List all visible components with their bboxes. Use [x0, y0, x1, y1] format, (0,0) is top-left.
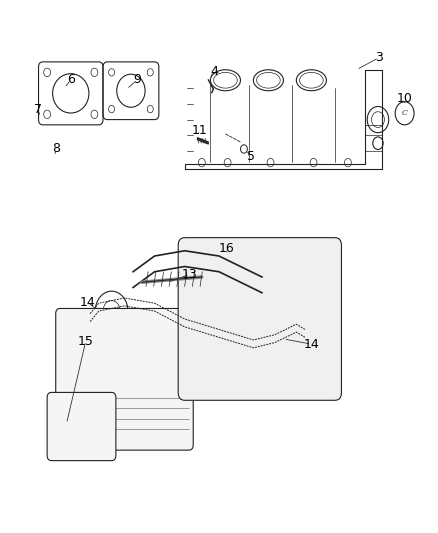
- Text: 13: 13: [182, 268, 198, 281]
- Ellipse shape: [55, 415, 87, 449]
- Text: 5: 5: [247, 150, 255, 163]
- Text: 9: 9: [134, 73, 141, 86]
- Text: 14: 14: [80, 296, 96, 309]
- FancyBboxPatch shape: [178, 238, 342, 400]
- Ellipse shape: [138, 353, 163, 390]
- Text: 14: 14: [304, 337, 319, 351]
- Text: 6: 6: [67, 73, 75, 86]
- Text: 10: 10: [397, 92, 413, 105]
- Text: 16: 16: [219, 241, 235, 255]
- FancyBboxPatch shape: [47, 392, 116, 461]
- Text: 7: 7: [34, 102, 42, 116]
- Text: 11: 11: [192, 124, 208, 136]
- Text: 4: 4: [210, 65, 218, 78]
- Text: 15: 15: [78, 335, 94, 348]
- Text: 3: 3: [375, 51, 383, 64]
- Ellipse shape: [69, 353, 95, 390]
- Text: 8: 8: [52, 142, 60, 156]
- Ellipse shape: [103, 353, 129, 390]
- Text: C: C: [402, 109, 407, 117]
- FancyBboxPatch shape: [56, 309, 193, 450]
